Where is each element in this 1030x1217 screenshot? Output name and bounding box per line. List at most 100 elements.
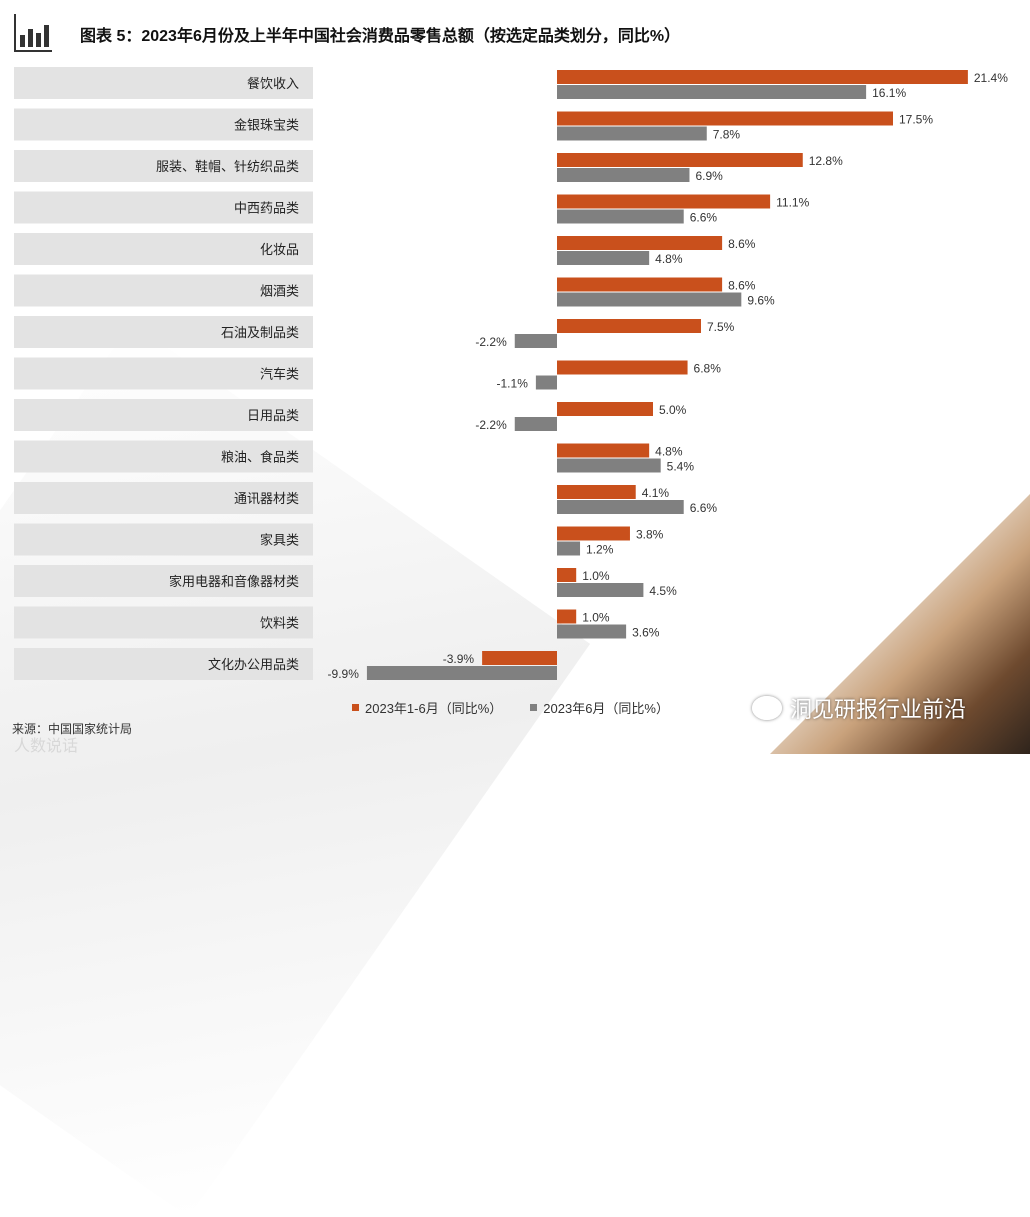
category-label: 家用电器和音像器材类 — [169, 574, 299, 589]
watermark-left: 人数说话 — [14, 738, 79, 755]
wechat-icon — [752, 696, 782, 720]
bar — [557, 292, 742, 307]
category-box — [14, 399, 313, 431]
source-note: 来源：中国国家统计局 — [12, 722, 133, 736]
bar-chart: 餐饮收入 21.4% 16.1% 金银珠宝类 17.5% 7.8% 服装、鞋帽、针纺织品类 1… — [14, 67, 1008, 681]
category-label: 中西药品类 — [234, 201, 299, 216]
bar — [557, 526, 630, 541]
data-label: 4.8% — [655, 252, 683, 266]
legend-label-june: 2023年6月（同比%） — [543, 701, 669, 716]
category-box — [14, 316, 313, 348]
category-box — [14, 648, 313, 680]
category-label: 汽车类 — [260, 367, 299, 382]
chart-title: 图表 5：2023年6月份及上半年中国社会消费品零售总额（按选定品类划分，同比%… — [80, 28, 681, 45]
data-label: 4.5% — [649, 584, 677, 598]
bar — [557, 624, 627, 639]
bar — [557, 85, 867, 99]
category-box — [14, 606, 313, 639]
category-label: 烟酒类 — [260, 284, 299, 299]
category-box — [14, 108, 313, 141]
legend-swatch-1h — [352, 704, 359, 711]
category-label: 文化办公用品类 — [208, 657, 299, 672]
category-label: 化妆品 — [260, 242, 299, 257]
data-label: 11.1% — [776, 196, 809, 210]
data-label: 5.0% — [659, 403, 687, 417]
legend: 2023年1-6月（同比%） 2023年6月（同比%） — [352, 698, 669, 717]
data-label: 1.0% — [582, 611, 610, 625]
watermark-right: 洞见研报行业前沿 — [752, 692, 966, 724]
data-label: 8.6% — [728, 237, 756, 251]
bar — [482, 651, 557, 665]
data-label: 9.6% — [747, 294, 775, 308]
legend-label-1h: 2023年1-6月（同比%） — [365, 701, 503, 716]
bar — [557, 251, 650, 265]
bar — [557, 111, 893, 126]
category-box — [14, 233, 313, 265]
bar — [366, 666, 557, 680]
bar — [535, 375, 557, 390]
bar — [557, 402, 653, 416]
data-label: 8.6% — [728, 279, 756, 293]
bar — [557, 609, 577, 624]
data-label: 3.6% — [632, 626, 660, 640]
bar-chart-icon — [14, 14, 52, 52]
data-label: 7.8% — [713, 128, 741, 142]
bar — [557, 153, 803, 167]
category-box — [14, 440, 313, 473]
category-box — [14, 482, 313, 514]
data-label: 4.1% — [642, 486, 670, 500]
data-label: -2.2% — [475, 418, 507, 432]
data-label: 1.0% — [582, 569, 610, 583]
category-box — [14, 274, 313, 307]
bar — [514, 334, 557, 348]
watermark-right-text: 洞见研报行业前沿 — [790, 697, 967, 722]
legend-item-june: 2023年6月（同比%） — [530, 698, 669, 717]
data-label: 6.8% — [694, 362, 722, 376]
category-label: 石油及制品类 — [221, 325, 299, 340]
bar — [557, 209, 684, 224]
data-label: 5.4% — [667, 460, 695, 474]
data-label: 6.6% — [690, 211, 718, 225]
category-box — [14, 150, 313, 182]
bar — [557, 568, 577, 582]
data-label: -1.1% — [497, 377, 529, 391]
data-label: 16.1% — [872, 86, 906, 100]
category-label: 家具类 — [260, 533, 299, 548]
bar — [557, 194, 771, 209]
bar — [557, 126, 707, 141]
data-label: 21.4% — [974, 71, 1008, 85]
bar — [557, 277, 723, 292]
data-label: 12.8% — [809, 154, 843, 168]
data-label: -3.9% — [443, 652, 475, 666]
category-box — [14, 565, 313, 597]
legend-swatch-june — [530, 704, 538, 711]
category-label: 餐饮收入 — [247, 76, 299, 91]
category-label: 日用品类 — [247, 408, 299, 423]
bar — [557, 70, 968, 84]
bar — [557, 168, 690, 182]
bar — [557, 443, 650, 458]
data-label: 1.2% — [586, 543, 614, 557]
category-label: 通讯器材类 — [234, 491, 299, 506]
data-label: -9.9% — [328, 667, 360, 681]
bar — [557, 541, 581, 556]
bar — [557, 485, 636, 499]
bar — [557, 458, 661, 473]
category-label: 金银珠宝类 — [234, 118, 299, 133]
data-label: 3.8% — [636, 528, 664, 542]
data-label: -2.2% — [475, 335, 507, 349]
category-label: 粮油、食品类 — [221, 450, 299, 465]
legend-item-1h: 2023年1-6月（同比%） — [352, 698, 502, 717]
data-label: 17.5% — [899, 113, 933, 127]
bar — [557, 319, 701, 333]
category-box — [14, 191, 313, 224]
data-label: 7.5% — [707, 320, 735, 334]
bar — [557, 583, 644, 597]
data-label: 6.9% — [695, 169, 723, 183]
data-label: 6.6% — [690, 501, 718, 515]
bar — [557, 360, 688, 375]
bar — [557, 500, 684, 514]
category-label: 饮料类 — [260, 616, 299, 631]
category-box — [14, 67, 313, 99]
category-box — [14, 523, 313, 556]
